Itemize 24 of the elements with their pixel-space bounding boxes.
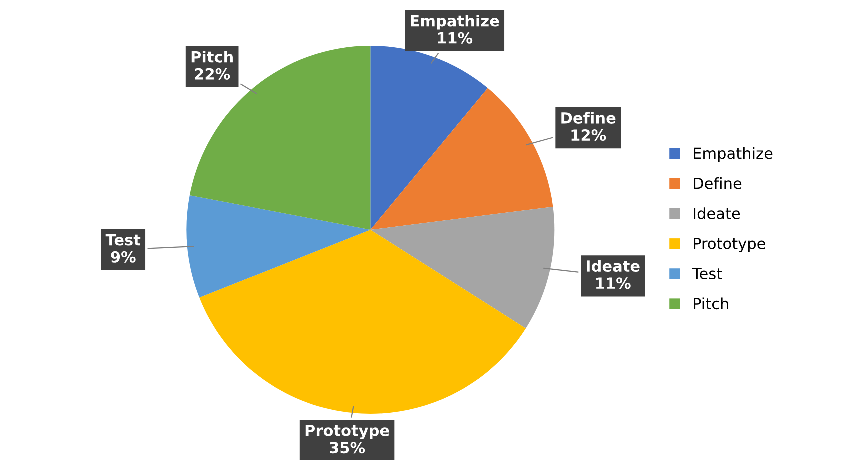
pie-slice xyxy=(200,230,526,414)
legend-label: Pitch xyxy=(694,298,728,310)
legend-label: Test xyxy=(692,268,722,280)
slice-label: Prototype xyxy=(306,425,390,440)
legend-label: Ideate xyxy=(694,208,740,220)
legend-label: Define xyxy=(694,178,742,190)
data-label: 12% xyxy=(572,129,606,142)
data-label: 9% xyxy=(111,251,136,263)
legend-label: Empathize xyxy=(694,147,773,162)
pie-slice xyxy=(370,88,554,230)
pie-slice xyxy=(190,46,371,230)
data-label: 11% xyxy=(596,278,631,290)
data-label: 11% xyxy=(438,32,473,44)
data-label: 35% xyxy=(330,442,366,454)
slice-label: Empathize xyxy=(411,14,500,30)
pie-slice xyxy=(370,206,555,329)
legend-label: Prototype xyxy=(694,238,766,252)
pie-slice xyxy=(370,46,488,230)
slice-label: Define xyxy=(562,112,616,124)
slice-label: Pitch xyxy=(192,51,233,63)
slice-label: Ideate xyxy=(587,260,640,272)
data-label: 22% xyxy=(195,68,230,80)
pie-slice xyxy=(186,196,371,298)
slice-label: Test xyxy=(106,234,141,246)
